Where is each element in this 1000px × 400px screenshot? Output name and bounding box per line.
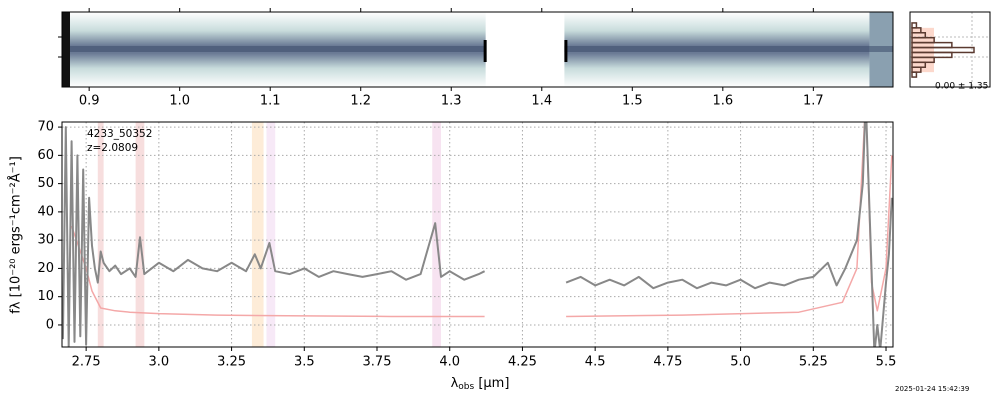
trace-core bbox=[564, 46, 870, 52]
x-tick-label: 3.5 bbox=[294, 355, 315, 370]
spectrum-line bbox=[62, 126, 486, 347]
x-tick-label: 1.2 bbox=[350, 94, 371, 109]
x-tick-label: 5.0 bbox=[730, 355, 751, 370]
x-tick-label: 3.25 bbox=[217, 355, 246, 370]
hist-shade bbox=[912, 27, 934, 73]
line-band bbox=[266, 122, 276, 347]
x-label-sub: obs bbox=[458, 382, 474, 392]
line-band bbox=[97, 122, 104, 347]
x-tick-label: 1.0 bbox=[169, 94, 190, 109]
edge-block bbox=[62, 12, 70, 87]
x-tick-label: 3.0 bbox=[149, 355, 170, 370]
plot-area bbox=[62, 122, 893, 347]
edge-line bbox=[564, 40, 568, 62]
spectrum-line bbox=[70, 225, 485, 318]
y-tick-label: 10 bbox=[37, 289, 54, 304]
line-band bbox=[135, 122, 145, 347]
histogram-panel bbox=[910, 12, 990, 87]
x-tick-label: 4.25 bbox=[508, 355, 537, 370]
x-tick-label: 1.6 bbox=[712, 94, 733, 109]
trace-core bbox=[62, 46, 486, 52]
x-tick-label: 1.1 bbox=[260, 94, 281, 109]
x-tick-label: 1.4 bbox=[531, 94, 552, 109]
hist-bar bbox=[911, 71, 918, 78]
x-tick-label: 1.5 bbox=[622, 94, 643, 109]
x-axis-label: λobs [μm] bbox=[451, 376, 510, 392]
y-tick-label: 70 bbox=[37, 120, 54, 135]
x-tick-label: 2.75 bbox=[72, 355, 101, 370]
y-tick-label: 50 bbox=[37, 176, 54, 191]
x-tick-label: 5.5 bbox=[876, 355, 897, 370]
x-tick-label: 1.3 bbox=[441, 94, 462, 109]
edge-line bbox=[483, 40, 487, 62]
panel-frame bbox=[61, 121, 894, 348]
hist-label: 0.00 ± 1.35 bbox=[935, 82, 988, 92]
spectrum-2d-panel: 0.9 1.0 1.1 1.2 1.3 1.4 1.5 1.6 1.7 bbox=[58, 8, 893, 109]
x-tick-label: 1.7 bbox=[803, 94, 824, 109]
y-tick-label: 30 bbox=[37, 233, 54, 248]
panel-frame bbox=[61, 11, 894, 88]
x-tick-label: 3.75 bbox=[363, 355, 392, 370]
x-tick-label: 4.75 bbox=[653, 355, 682, 370]
y-axis-label: fλ [10⁻²⁰ ergs⁻¹cm⁻²Å⁻¹] bbox=[8, 156, 24, 314]
x-tick-label: 4.0 bbox=[439, 355, 460, 370]
annotation: 4233_50352 bbox=[87, 128, 152, 140]
x-label-main: λ bbox=[451, 376, 459, 391]
y-tick-label: 40 bbox=[37, 204, 54, 219]
y-tick-label: 60 bbox=[37, 148, 54, 163]
trace-core bbox=[869, 46, 893, 52]
spectrum-line bbox=[565, 122, 893, 347]
x-tick-label: 5.25 bbox=[799, 355, 828, 370]
spectrum-1d-panel: 0 10 20 30 40 50 60 70 2.75 3.0 3.25 3.5 3.75 4.0 4.25… bbox=[37, 120, 897, 370]
y-tick-label: 0 bbox=[46, 317, 54, 332]
y-tick-label: 20 bbox=[37, 261, 54, 276]
x-tick-label: 0.9 bbox=[79, 94, 100, 109]
annotation: z=2.0809 bbox=[87, 142, 138, 154]
x-tick-label: 4.5 bbox=[585, 355, 606, 370]
x-label-unit: [μm] bbox=[474, 376, 509, 391]
line-band bbox=[251, 122, 264, 347]
panel-frame bbox=[909, 11, 991, 88]
timestamp: 2025-01-24 15:42:39 bbox=[895, 385, 969, 393]
